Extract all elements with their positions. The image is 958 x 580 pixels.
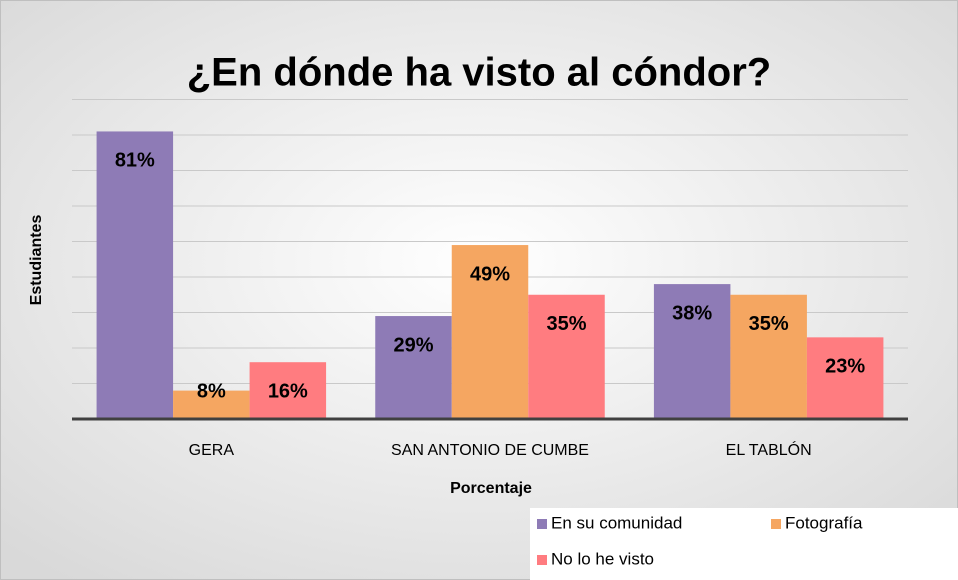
data-label: 16%	[268, 380, 308, 402]
data-label: 35%	[546, 313, 586, 335]
bar	[173, 390, 250, 419]
data-label: 23%	[825, 356, 865, 378]
bar	[806, 337, 884, 419]
legend-label: En su comunidad	[551, 513, 682, 532]
bar	[96, 131, 174, 419]
legend-swatch	[537, 555, 547, 565]
data-label: 49%	[470, 263, 510, 285]
legend-box	[530, 508, 958, 580]
chart-title: ¿En dónde ha visto al cóndor?	[187, 51, 771, 95]
data-label: 38%	[672, 302, 712, 324]
y-axis-label: Estudiantes	[28, 215, 45, 306]
x-axis-label: Porcentaje	[450, 480, 532, 497]
bar	[528, 294, 605, 419]
x-tick-label: SAN ANTONIO DE CUMBE	[391, 442, 589, 459]
data-label: 8%	[197, 380, 226, 402]
data-label: 35%	[749, 313, 789, 335]
x-tick-label: EL TABLÓN	[726, 440, 812, 459]
bar	[730, 294, 807, 419]
bar	[451, 245, 529, 419]
x-tick-label: GERA	[189, 442, 235, 459]
legend-label: Fotografía	[785, 513, 863, 532]
legend-label: No lo he visto	[551, 549, 654, 568]
data-label: 81%	[115, 150, 155, 172]
data-label: 29%	[393, 334, 433, 356]
bar	[653, 284, 731, 419]
bar	[249, 362, 327, 419]
legend-swatch	[771, 519, 781, 529]
bar	[375, 316, 452, 419]
legend-swatch	[537, 519, 547, 529]
